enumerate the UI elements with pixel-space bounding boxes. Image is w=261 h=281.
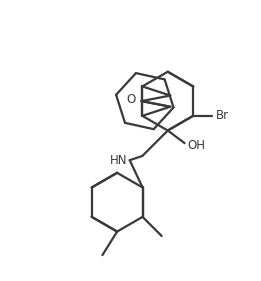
Text: OH: OH <box>188 139 206 152</box>
Text: O: O <box>126 92 135 106</box>
Text: HN: HN <box>110 154 128 167</box>
Text: Br: Br <box>216 109 229 122</box>
